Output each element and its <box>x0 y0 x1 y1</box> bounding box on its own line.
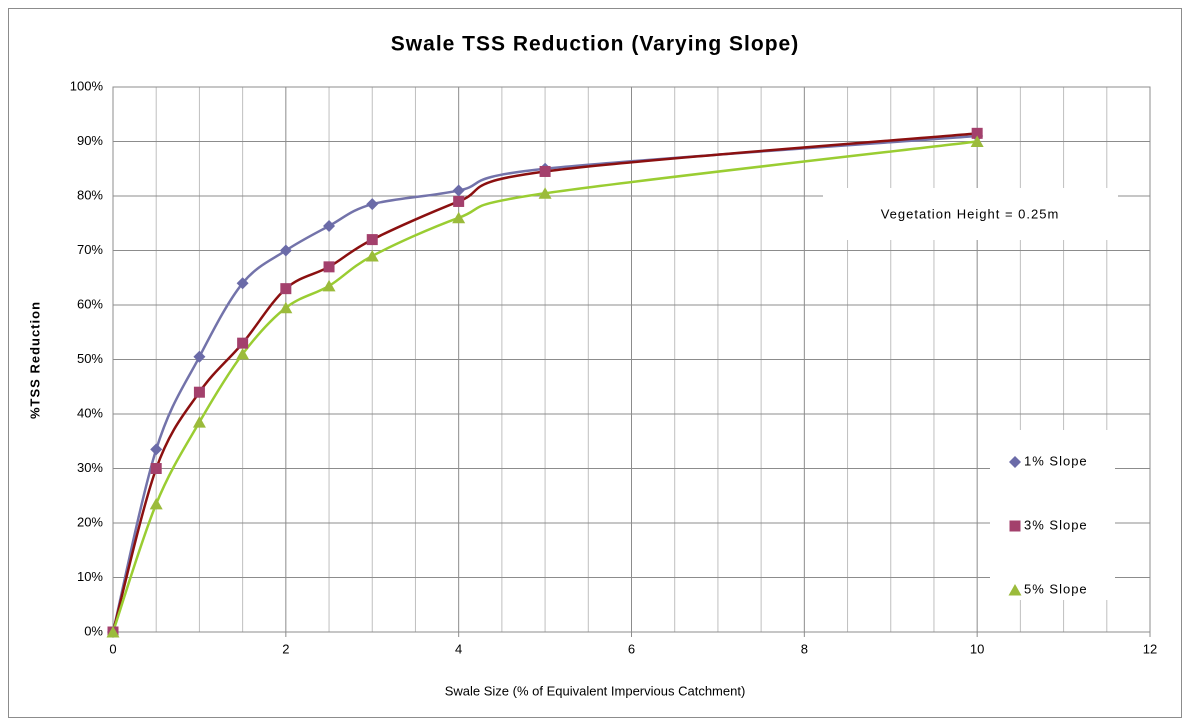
trendline <box>111 140 978 633</box>
y-axis-label: %TSS Reduction <box>27 301 42 419</box>
y-tick-label: 0% <box>84 623 103 638</box>
x-tick-label: 10 <box>970 641 984 656</box>
y-tick-label: 90% <box>77 133 103 148</box>
marker <box>452 184 465 197</box>
annotation-box <box>823 188 1118 240</box>
marker <box>150 443 163 456</box>
legend-label: 1% Slope <box>1024 453 1088 468</box>
x-axis-label: Swale Size (% of Equivalent Impervious C… <box>445 683 746 698</box>
y-tick-label: 80% <box>77 187 103 202</box>
y-tick-label: 60% <box>77 296 103 311</box>
legend-marker <box>1009 456 1021 468</box>
legend-label: 3% Slope <box>1024 517 1088 532</box>
chart-title: Swale TSS Reduction (Varying Slope) <box>391 33 799 56</box>
marker <box>193 386 205 398</box>
marker <box>323 261 335 273</box>
y-tick-label: 40% <box>77 405 103 420</box>
marker <box>539 165 551 177</box>
marker <box>322 279 336 292</box>
x-tick-label: 0 <box>109 641 116 656</box>
marker <box>366 198 379 211</box>
marker <box>323 219 336 232</box>
marker <box>453 195 465 207</box>
legend-marker <box>1009 520 1021 532</box>
marker <box>971 127 983 139</box>
y-tick-label: 10% <box>77 569 103 584</box>
legend-box <box>990 430 1115 600</box>
marker <box>236 277 249 290</box>
x-tick-label: 8 <box>801 641 808 656</box>
marker <box>279 301 293 314</box>
marker <box>280 283 292 295</box>
marker <box>279 244 292 257</box>
marker <box>452 211 466 224</box>
y-tick-label: 50% <box>77 351 103 366</box>
y-tick-label: 70% <box>77 242 103 257</box>
marker <box>193 350 206 363</box>
marker <box>106 626 120 638</box>
marker <box>970 135 984 147</box>
x-tick-label: 6 <box>628 641 635 656</box>
legend-marker <box>1008 584 1022 596</box>
y-tick-label: 30% <box>77 460 103 475</box>
y-tick-label: 100% <box>70 78 104 93</box>
chart-border <box>8 8 1182 718</box>
plot-border <box>112 86 1151 633</box>
marker <box>192 416 206 428</box>
annotation: Vegetation Height = 0.25m <box>881 206 1060 221</box>
x-tick-label: 2 <box>282 641 289 656</box>
marker <box>236 348 250 360</box>
marker <box>149 497 163 510</box>
marker <box>237 337 249 349</box>
x-tick-label: 4 <box>455 641 462 656</box>
marker <box>150 463 162 474</box>
y-tick-label: 20% <box>77 514 103 529</box>
marker <box>366 234 378 246</box>
x-tick-label: 12 <box>1143 641 1157 656</box>
marker <box>538 187 552 199</box>
marker <box>365 249 379 262</box>
legend-label: 5% Slope <box>1024 581 1088 596</box>
